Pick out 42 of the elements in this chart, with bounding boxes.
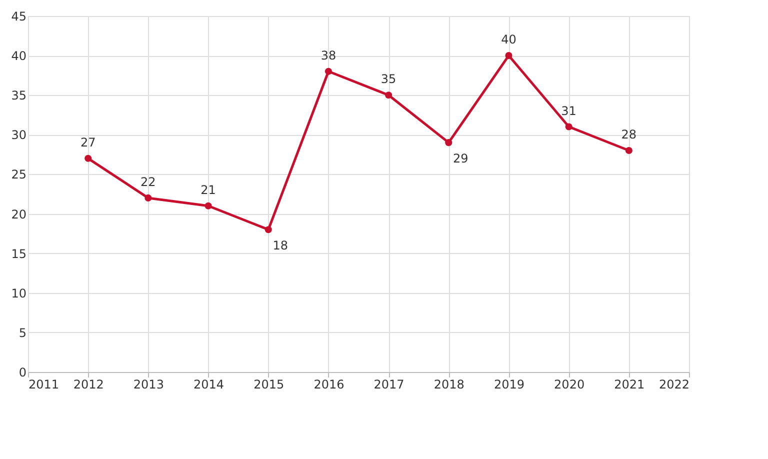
x-tick-label: 2022	[658, 378, 690, 392]
x-tick-label: 2018	[434, 378, 464, 392]
data-label: 22	[140, 174, 156, 189]
x-tick-label: 2017	[374, 378, 404, 392]
point	[505, 52, 512, 60]
data-label: 38	[320, 48, 336, 62]
y-tick-label: 45	[11, 10, 26, 24]
y-tick-label: 0	[18, 366, 26, 380]
point	[84, 154, 92, 162]
data-label: 29	[452, 152, 468, 166]
x-tick-label: 2016	[314, 378, 344, 392]
x-tick-label: 2021	[614, 378, 645, 392]
data-label: 40	[501, 32, 516, 47]
point	[565, 123, 572, 130]
data-label: 31	[561, 104, 576, 118]
data-label: 21	[200, 182, 216, 197]
point	[264, 226, 272, 234]
point	[324, 68, 332, 75]
y-tick-label: 20	[11, 207, 26, 222]
y-tick-label: 40	[11, 49, 26, 64]
data-label: 27	[80, 135, 96, 150]
data-label: 28	[621, 127, 637, 142]
x-tick-label: 2015	[254, 378, 284, 392]
x-tick-label: 2012	[73, 378, 104, 392]
y-tick-label: 30	[11, 128, 26, 142]
y-tick-label: 25	[11, 168, 26, 182]
data-label: 18	[272, 238, 288, 253]
x-tick-label: 2020	[554, 378, 585, 392]
x-tick-label: 2013	[133, 378, 164, 392]
point	[445, 139, 452, 146]
y-tick-label: 35	[11, 88, 26, 103]
x-tick-label: 2014	[194, 378, 224, 392]
y-tick-label: 5	[18, 326, 26, 340]
point	[385, 92, 392, 99]
y-tick-label: 10	[11, 286, 26, 300]
x-tick-label: 2011	[28, 378, 60, 392]
x-tick-label: 2019	[494, 378, 524, 392]
point	[204, 202, 212, 210]
data-label: 35	[380, 72, 396, 86]
point	[625, 146, 632, 154]
y-tick-label: 15	[11, 246, 26, 261]
point	[144, 194, 152, 202]
